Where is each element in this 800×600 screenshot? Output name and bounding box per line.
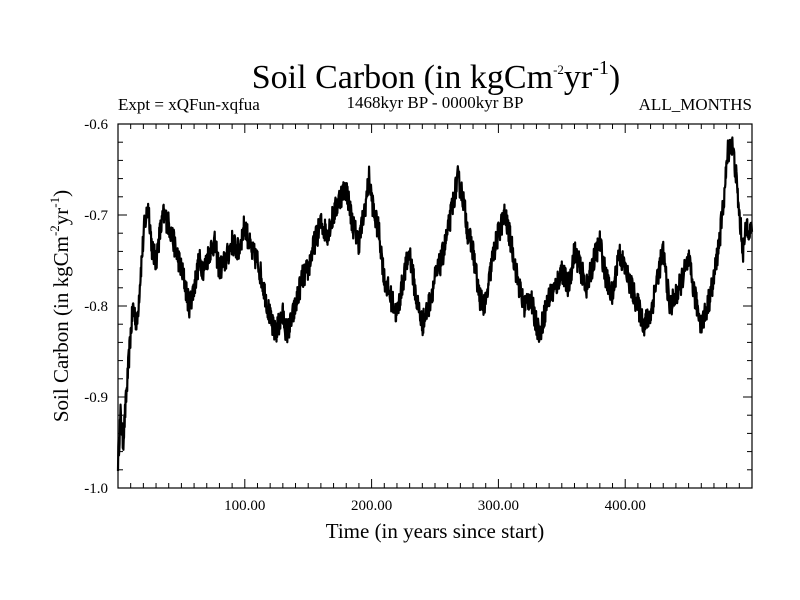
y-tick-label: -0.7 bbox=[84, 208, 108, 224]
season-label: ALL_MONTHS bbox=[639, 95, 752, 114]
x-axis-label: Time (in years since start) bbox=[326, 519, 545, 543]
y-tick-label: -0.8 bbox=[84, 299, 108, 315]
series-line-soil-carbon bbox=[116, 136, 754, 471]
plot-frame bbox=[117, 123, 753, 489]
axis-ticks bbox=[118, 124, 752, 488]
x-tick-label: 100.00 bbox=[224, 498, 265, 514]
chart-title: Soil Carbon (in kgCm-2yr-1) bbox=[252, 57, 620, 96]
y-tick-label: -0.6 bbox=[84, 117, 108, 133]
y-tick-label: -0.9 bbox=[84, 390, 108, 406]
y-tick-label: -1.0 bbox=[84, 481, 108, 497]
x-tick-label: 300.00 bbox=[478, 498, 519, 514]
x-tick-label: 400.00 bbox=[605, 498, 646, 514]
period-label: 1468kyr BP - 0000kyr BP bbox=[347, 93, 524, 112]
y-axis-label: Soil Carbon (in kgCm-2yr-1) bbox=[47, 190, 73, 422]
tick-labels: 100.00 200.00 300.00 400.00 -1.0 -0.9 -0.8 -0.7… bbox=[84, 117, 646, 514]
x-tick-label: 200.00 bbox=[351, 498, 392, 514]
experiment-label: Expt = xQFun-xqfua bbox=[118, 95, 260, 114]
